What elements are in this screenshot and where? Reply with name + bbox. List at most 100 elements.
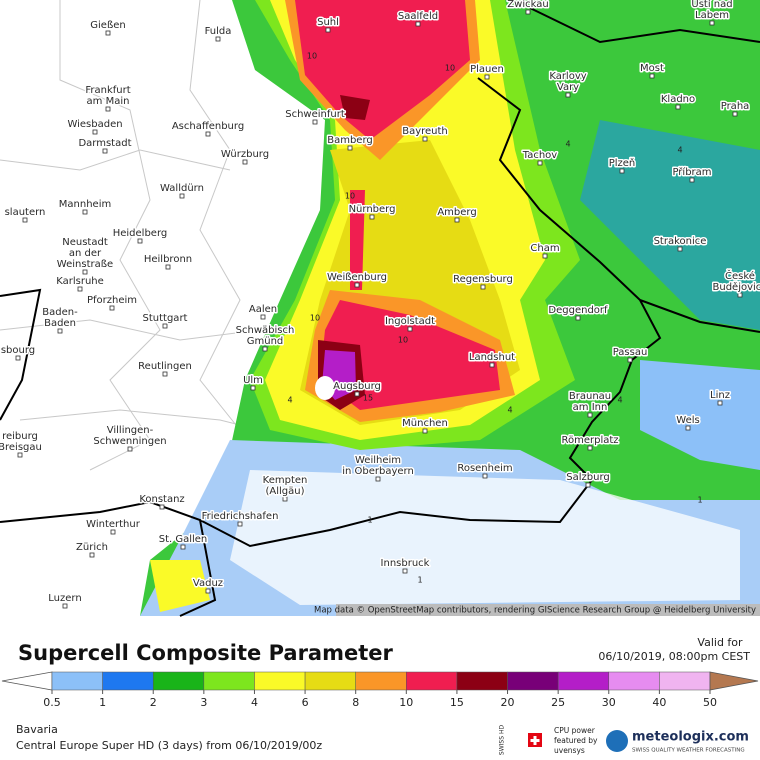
city-label: Frankfurt bbox=[85, 85, 130, 96]
city-marker bbox=[627, 357, 633, 363]
city-marker bbox=[15, 355, 21, 361]
city-marker bbox=[325, 27, 331, 33]
cpu-power: featured by bbox=[554, 736, 598, 745]
city-label: Plzeň bbox=[609, 157, 636, 169]
city-marker bbox=[585, 482, 591, 488]
city-label: Gmünd bbox=[247, 336, 284, 347]
legend-tick-label: 25 bbox=[551, 696, 565, 709]
city-label: Cham bbox=[530, 243, 559, 254]
city-marker bbox=[102, 148, 108, 154]
city-marker bbox=[415, 21, 421, 27]
city-label: Karlovy bbox=[549, 71, 586, 82]
city-label: Walldürn bbox=[160, 183, 204, 194]
legend-swatch bbox=[406, 671, 458, 691]
city-label: Budějovice bbox=[713, 281, 760, 293]
city-marker bbox=[525, 9, 531, 15]
shade-yellow bbox=[150, 560, 210, 612]
contour-label: 4 bbox=[287, 396, 292, 405]
city-label: am Main bbox=[87, 96, 130, 107]
city-label: Baden bbox=[44, 318, 76, 329]
legend-high-arrow bbox=[709, 671, 759, 691]
city-label: Labem bbox=[695, 10, 729, 21]
city-marker bbox=[375, 476, 381, 482]
legend-tick-label: 6 bbox=[302, 696, 309, 709]
city-marker bbox=[689, 177, 695, 183]
legend-tick-label: 30 bbox=[602, 696, 616, 709]
legend-swatch bbox=[456, 671, 508, 691]
city-marker bbox=[179, 193, 185, 199]
city-label: Weilheim bbox=[355, 455, 401, 466]
city-marker bbox=[575, 315, 581, 321]
shade-white bbox=[315, 376, 335, 400]
shade-red bbox=[295, 0, 470, 140]
city-marker bbox=[737, 292, 743, 298]
contour-label: 10 bbox=[307, 52, 317, 61]
legend-swatch bbox=[152, 671, 205, 691]
city-marker bbox=[92, 129, 98, 135]
city-label: Schweinfurt bbox=[285, 109, 345, 120]
city-label: Amberg bbox=[437, 207, 476, 218]
city-label: Nürnberg bbox=[349, 204, 396, 215]
colorbar: 0.5 1 2 3 4 6 8 10 15 20 25 30 40 50 bbox=[1, 671, 759, 709]
city-label: Karlsruhe bbox=[56, 276, 104, 287]
city-label: Wels bbox=[676, 415, 699, 426]
city-marker bbox=[17, 452, 23, 458]
city-marker bbox=[480, 284, 486, 290]
attribution-box bbox=[336, 604, 760, 616]
city-label: Vary bbox=[557, 82, 579, 93]
legend-tick-label: 10 bbox=[399, 696, 413, 709]
contour-label: 1 bbox=[367, 516, 372, 525]
city-marker bbox=[649, 73, 655, 79]
city-marker bbox=[159, 504, 165, 510]
valid-time: 06/10/2019, 08:00pm CEST bbox=[598, 650, 750, 663]
legend-swatch bbox=[51, 671, 103, 691]
legend-swatch bbox=[608, 671, 660, 691]
shade-red bbox=[320, 300, 500, 410]
legend-tick-label: 40 bbox=[652, 696, 666, 709]
legend-swatch bbox=[203, 671, 255, 691]
city-label: Heidelberg bbox=[113, 228, 168, 239]
city-label: Aschaffenburg bbox=[172, 121, 244, 132]
city-label: Bayreuth bbox=[402, 126, 448, 137]
shade-darkred bbox=[340, 95, 370, 120]
city-label: Zwickau bbox=[507, 0, 548, 10]
city-marker bbox=[250, 385, 256, 391]
city-marker bbox=[369, 214, 375, 220]
city-label: Römerplatz bbox=[561, 435, 618, 446]
city-label: Příbram bbox=[672, 166, 711, 178]
city-label: Aalen bbox=[249, 304, 277, 315]
city-marker bbox=[62, 603, 68, 609]
legend-tick-label: 15 bbox=[450, 696, 464, 709]
city-label: Weißenburg bbox=[327, 272, 387, 283]
city-marker bbox=[354, 391, 360, 397]
footer-region: Bavaria bbox=[16, 723, 58, 736]
legend-tick-label: 1 bbox=[99, 696, 106, 709]
city-marker bbox=[162, 371, 168, 377]
city-label: Kladno bbox=[661, 94, 695, 105]
city-label: (Allgäu) bbox=[265, 486, 304, 497]
city-marker bbox=[677, 246, 683, 252]
legend-swatch bbox=[304, 671, 356, 691]
swiss-hd: SWISS HD bbox=[499, 725, 506, 756]
city-label: Friedrichshafen bbox=[202, 511, 279, 522]
city-label: Ulm bbox=[243, 375, 263, 386]
city-label: Würzburg bbox=[221, 149, 269, 160]
city-label: in Oberbayern bbox=[342, 466, 414, 477]
legend-tick-label: 8 bbox=[352, 696, 359, 709]
city-label: Darmstadt bbox=[78, 138, 131, 149]
city-marker bbox=[109, 305, 115, 311]
city-marker bbox=[205, 131, 211, 137]
city-marker bbox=[354, 282, 360, 288]
cpu-power: uvensys bbox=[554, 746, 585, 755]
city-label: Breisgau bbox=[0, 442, 42, 453]
city-marker bbox=[312, 119, 318, 125]
city-marker bbox=[237, 521, 243, 527]
legend-tick-label: 3 bbox=[200, 696, 207, 709]
cpu-power: CPU power bbox=[554, 726, 596, 735]
contour-label: 4 bbox=[507, 406, 512, 415]
city-label: Braunau bbox=[569, 391, 611, 402]
brand-tagline: SWISS QUALITY WEATHER FORECASTING bbox=[632, 748, 745, 754]
city-marker bbox=[137, 238, 143, 244]
